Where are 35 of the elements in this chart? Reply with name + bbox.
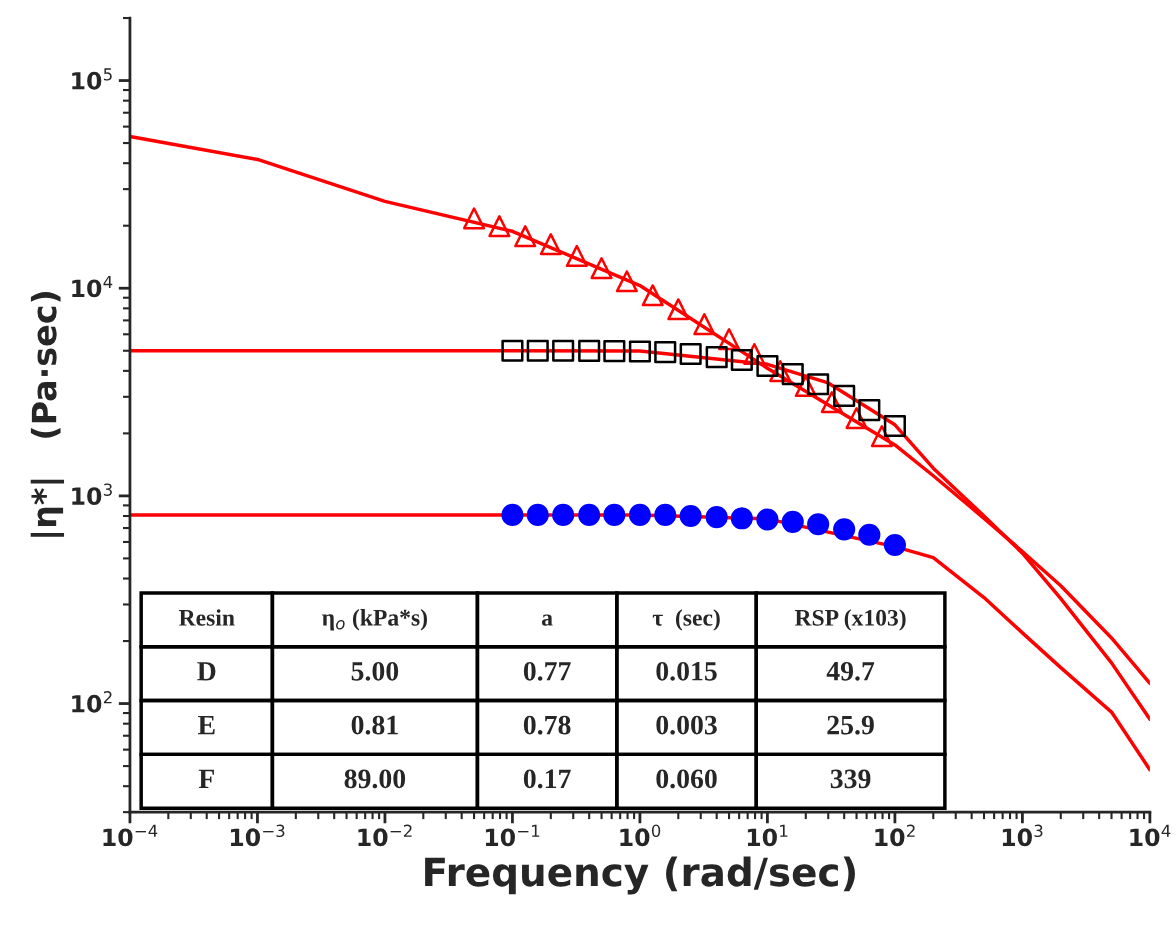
annotation: 0.81 (351, 715, 398, 735)
annotation: 49.7 (826, 661, 875, 681)
annotation: 25.9 (827, 715, 874, 735)
x-tick-label: 10$^{4}$ (1130, 824, 1171, 847)
annotation: Resin (178, 609, 235, 626)
x-tick-label: 10$^{3}$ (1002, 824, 1043, 847)
annotation: η$_{o}$ (kPa*s) (322, 609, 427, 631)
annotation: 339 (830, 769, 871, 789)
annotation: 0.060 (656, 769, 717, 789)
annotation: D (197, 662, 216, 681)
x-axis-title: Frequency (rad/sec) (425, 856, 855, 895)
annotation: 0.003 (656, 715, 717, 735)
annotation: F (198, 769, 214, 788)
y-tick-label: 10$^{4}$ (72, 275, 113, 298)
x-tick-label: 10$^{2}$ (875, 824, 915, 847)
annotation: E (197, 715, 215, 735)
annotation: 0.77 (523, 661, 571, 681)
annotation: 0.78 (523, 715, 571, 735)
x-tick-label: 10$^{−4}$ (103, 824, 158, 847)
y-tick-label: 10$^{2}$ (72, 691, 112, 713)
x-tick-label: 10$^{−1}$ (485, 824, 540, 847)
annotation: 5.00 (351, 661, 399, 681)
y-axis-title: |η*| (Pa·sec) (30, 292, 65, 537)
x-tick-label: 10$^{−2}$ (358, 824, 412, 847)
annotation: τ (sec) (652, 609, 720, 631)
annotation: a (541, 614, 553, 626)
x-tick-label: 10$^{0}$ (620, 824, 661, 847)
annotation: 0.015 (656, 661, 717, 681)
x-tick-label: 10$^{−3}$ (230, 824, 285, 847)
annotation: 89.00 (344, 769, 406, 789)
y-tick-label: 10$^{5}$ (72, 68, 112, 90)
x-tick-label: 10$^{1}$ (747, 824, 788, 847)
annotation: RSP (x103) (794, 609, 906, 631)
annotation: 0.17 (523, 769, 571, 789)
y-tick-label: 10$^{3}$ (72, 483, 112, 506)
